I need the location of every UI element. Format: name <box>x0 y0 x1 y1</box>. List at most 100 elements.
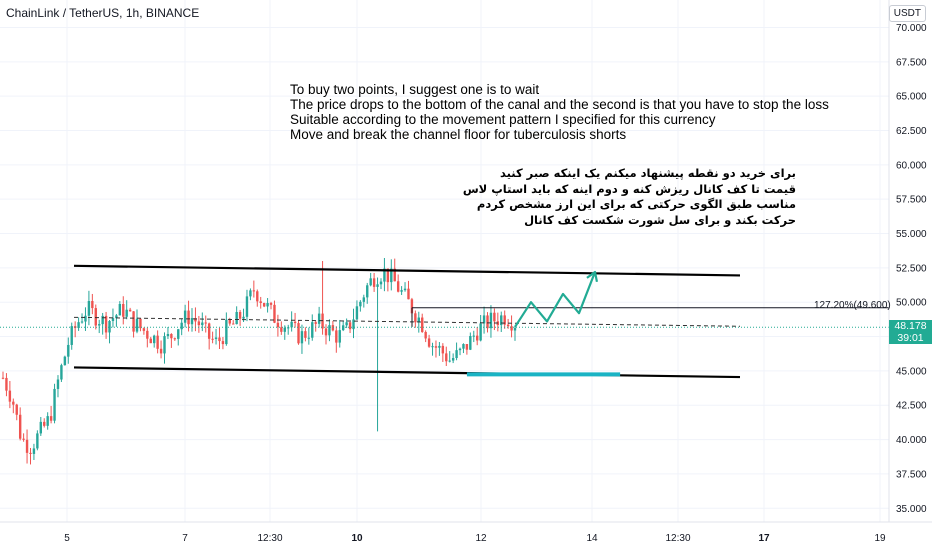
candle-body <box>476 335 479 341</box>
current-price-value: 48.178 <box>894 320 927 333</box>
candle-body <box>104 315 108 333</box>
candle-body <box>225 319 228 345</box>
y-tick-label: 67.500 <box>896 57 927 68</box>
candle-body <box>108 320 111 333</box>
candle-body <box>493 312 496 322</box>
candle-body <box>513 328 517 331</box>
x-tick-label: 19 <box>874 533 886 544</box>
candle-body <box>410 299 414 314</box>
candle-body <box>173 338 177 340</box>
candle-body <box>407 288 410 300</box>
candle-body <box>352 319 355 330</box>
candle-body <box>159 348 163 354</box>
candle-body <box>70 326 73 345</box>
candle-body <box>311 322 314 338</box>
candle-body <box>221 341 225 345</box>
x-tick-label: 5 <box>64 533 70 544</box>
candle-body <box>372 278 376 287</box>
candle-body <box>256 291 259 302</box>
candle-body <box>101 315 104 325</box>
projection-arrowhead <box>586 270 599 283</box>
candle-body <box>300 331 304 344</box>
candle-body <box>142 328 146 331</box>
candle-body <box>396 281 400 292</box>
candle-body <box>5 377 8 391</box>
candle-body <box>39 421 42 434</box>
candle-body <box>266 303 269 307</box>
candle-body <box>451 358 455 361</box>
candle-body <box>297 323 300 344</box>
candle-body <box>180 322 183 330</box>
candle-body <box>280 327 283 332</box>
candle-body <box>290 321 293 328</box>
candle-body <box>152 335 156 344</box>
candle-body <box>379 281 383 285</box>
candle-body <box>60 365 63 380</box>
candle-body <box>455 350 458 359</box>
candle-body <box>22 438 25 440</box>
candle-body <box>1 377 5 379</box>
candle-body <box>369 278 372 286</box>
y-tick-label: 60.000 <box>896 160 927 171</box>
currency-button[interactable]: USDT <box>888 5 926 22</box>
candle-body <box>115 315 118 319</box>
candle-body <box>122 304 125 317</box>
candle-body <box>434 346 438 348</box>
candle-body <box>146 330 149 339</box>
candle-body <box>328 325 331 336</box>
x-tick-label: 12:30 <box>665 533 690 544</box>
x-tick-label: 12:30 <box>257 533 282 544</box>
candle-body <box>190 318 194 325</box>
candle-body <box>366 285 369 298</box>
y-tick-label: 42.500 <box>896 401 927 412</box>
candle-body <box>235 311 238 325</box>
candle-body <box>287 327 290 329</box>
candle-body <box>197 321 201 326</box>
candle-body <box>12 401 15 405</box>
candle-body <box>18 414 22 439</box>
y-tick-label: 40.000 <box>896 435 927 446</box>
candle-body <box>98 324 101 326</box>
channel-lower-line <box>73 366 741 379</box>
candle-body <box>207 323 211 339</box>
candle-body <box>118 304 122 316</box>
price-axis: 35.00037.50040.00042.50045.00047.50050.0… <box>896 23 927 515</box>
candle-body <box>149 338 152 344</box>
candle-body <box>431 346 434 348</box>
candle-body <box>403 288 407 291</box>
persian-annotation: برای خرید دو نقطه پیشنهاد میکنم یک اینکه… <box>463 166 796 228</box>
candle-body <box>36 433 39 449</box>
candle-body <box>479 323 482 341</box>
y-tick-label: 35.000 <box>896 504 927 515</box>
candle-body <box>218 337 221 342</box>
x-tick-label: 10 <box>351 533 363 544</box>
candle-body <box>355 306 359 320</box>
y-tick-label: 52.500 <box>896 263 927 274</box>
candle-body <box>424 331 427 339</box>
candle-body <box>262 303 266 307</box>
candle-body <box>211 338 214 340</box>
candle-body <box>376 284 379 287</box>
candle-body <box>194 318 197 322</box>
candle-body <box>390 268 393 283</box>
candle-body <box>338 330 341 343</box>
candle-body <box>259 301 262 304</box>
candle-body <box>489 312 493 329</box>
candle-body <box>438 345 441 348</box>
y-tick-label: 45.000 <box>896 366 927 377</box>
candle-body <box>276 322 280 328</box>
candle-body <box>252 290 256 292</box>
candle-body <box>111 318 115 321</box>
candle-body <box>469 336 472 350</box>
candle-body <box>445 353 448 362</box>
candle-body <box>335 330 338 343</box>
candle-body <box>348 322 352 330</box>
candle-body <box>232 323 235 325</box>
candle-body <box>500 315 503 326</box>
english-annotation: To buy two points, I suggest one is to w… <box>290 82 829 142</box>
candle-body <box>462 344 465 349</box>
y-tick-label: 50.000 <box>896 298 927 309</box>
candle-body <box>362 297 366 302</box>
candle-body <box>414 313 417 323</box>
